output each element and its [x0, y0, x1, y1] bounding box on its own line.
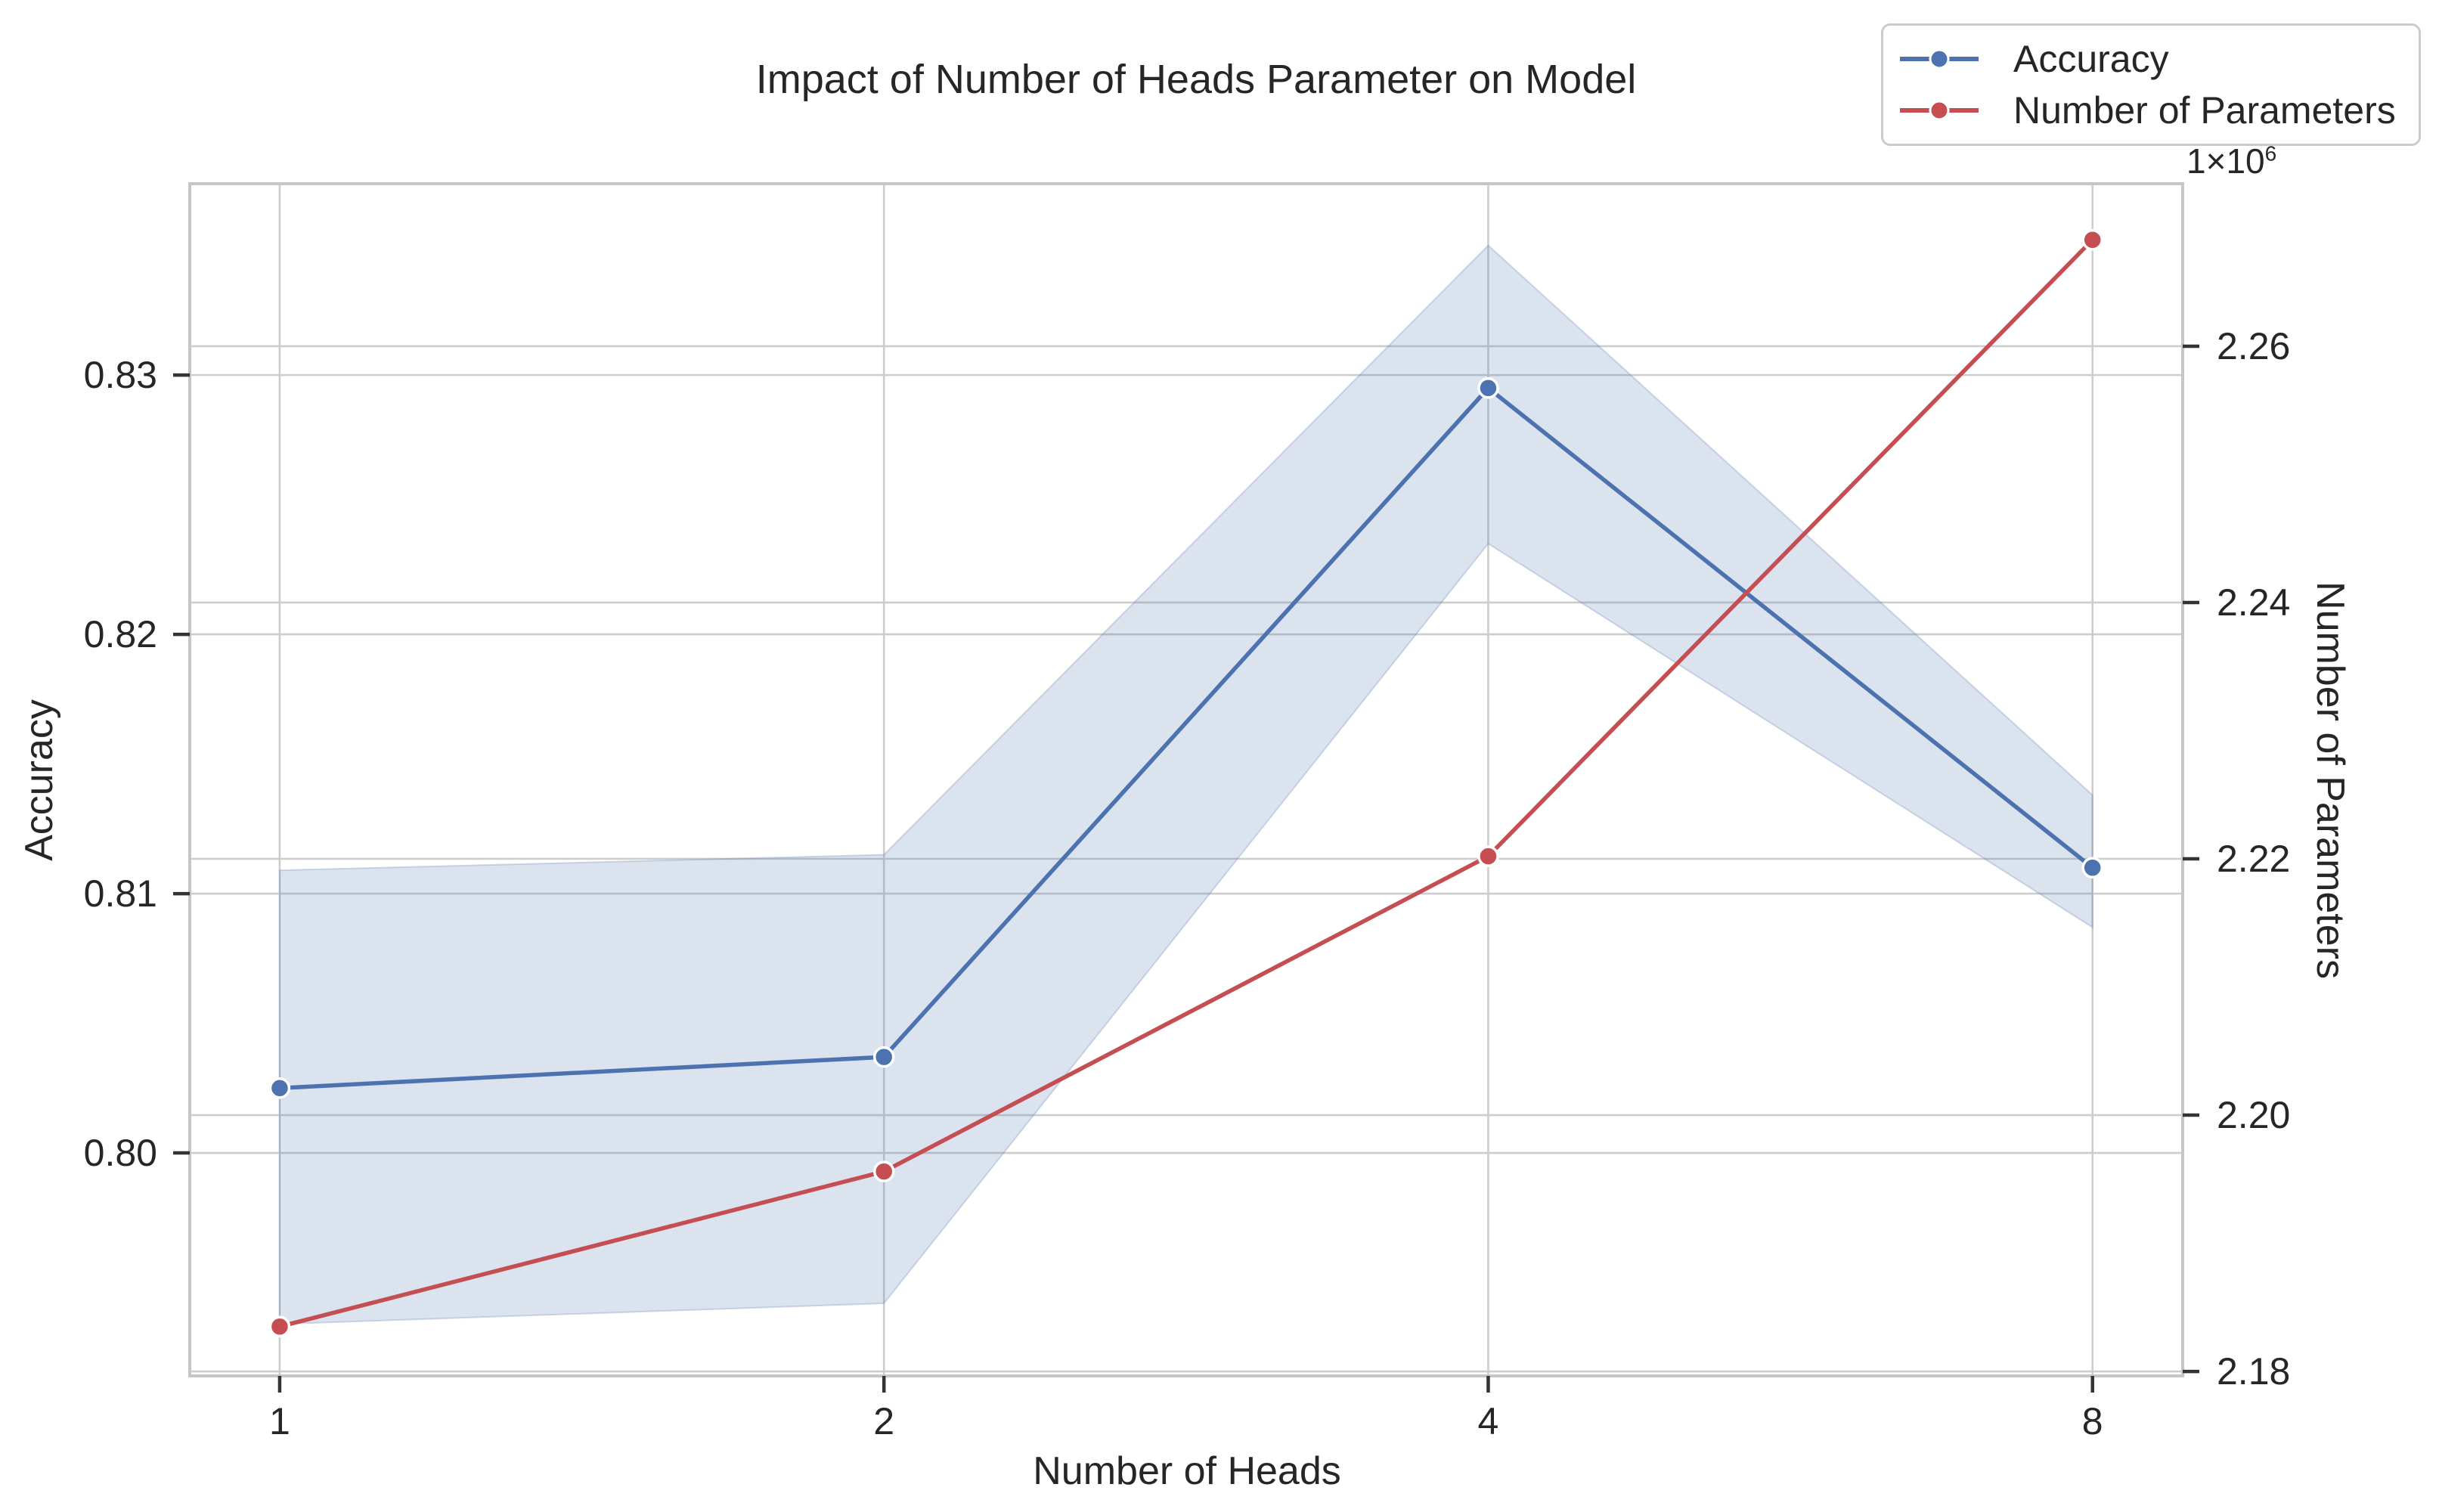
- left-tick-label: 0.83: [84, 354, 157, 396]
- left-tick-label: 0.81: [84, 872, 157, 915]
- parameters-point: [268, 1315, 291, 1337]
- left-tick-label: 0.80: [84, 1132, 157, 1174]
- legend-entry-accuracy: Accuracy: [1898, 35, 2403, 83]
- y-axis-label-right: Number of Parameters: [2308, 581, 2352, 979]
- accuracy-point: [268, 1077, 291, 1099]
- legend: Accuracy Number of Parameters: [1881, 23, 2421, 146]
- parameters-line: [279, 238, 2094, 1329]
- right-tick-label: 2.18: [2217, 1350, 2290, 1393]
- gridlines: [190, 184, 2183, 1376]
- accuracy-confidence-band: [278, 244, 2093, 1325]
- right-axis-offset-text: 1×106: [2186, 141, 2276, 181]
- accuracy-point: [2081, 857, 2103, 879]
- tick-labels: 0.80 0.81 0.82 0.83 2.18 2.20 2.22 2.24 2.26 1 2 4 8: [84, 325, 2291, 1442]
- x-axis-label: Number of Heads: [1033, 1449, 1341, 1493]
- x-tick-label: 2: [873, 1400, 894, 1442]
- tick-marks: [173, 344, 2199, 1393]
- left-tick-label: 0.82: [84, 613, 157, 655]
- parameters-line-marker-icon: [1900, 100, 1979, 121]
- plot-border: [188, 182, 2184, 1377]
- right-tick-label: 2.24: [2217, 581, 2290, 624]
- legend-entry-parameters: Number of Parameters: [1898, 86, 2403, 135]
- data-series: [268, 228, 2103, 1337]
- x-tick-label: 4: [1478, 1400, 1499, 1442]
- legend-label-accuracy: Accuracy: [2013, 38, 2169, 80]
- parameters-point: [2081, 228, 2103, 251]
- accuracy-point: [1477, 377, 1499, 399]
- offset-exponent: 6: [2264, 141, 2277, 166]
- x-tick-label: 8: [2082, 1400, 2103, 1442]
- right-tick-label: 2.20: [2217, 1094, 2290, 1136]
- right-tick-label: 2.22: [2217, 838, 2290, 880]
- axes-spines: [188, 182, 2184, 1377]
- accuracy-line-marker-icon: [1900, 48, 1979, 70]
- accuracy-line: [279, 386, 2094, 1091]
- right-tick-label: 2.26: [2217, 325, 2290, 367]
- legend-label-parameters: Number of Parameters: [2013, 89, 2396, 132]
- x-tick-label: 1: [269, 1400, 290, 1442]
- parameters-point: [872, 1160, 895, 1182]
- confidence-band-polygon: [278, 244, 2093, 1325]
- accuracy-point: [872, 1046, 895, 1068]
- offset-mantissa: 1×10: [2186, 141, 2265, 181]
- parameters-point: [1477, 845, 1499, 867]
- y-axis-label-left: Accuracy: [17, 699, 61, 861]
- chart-title: Impact of Number of Heads Parameter on M…: [755, 57, 1637, 102]
